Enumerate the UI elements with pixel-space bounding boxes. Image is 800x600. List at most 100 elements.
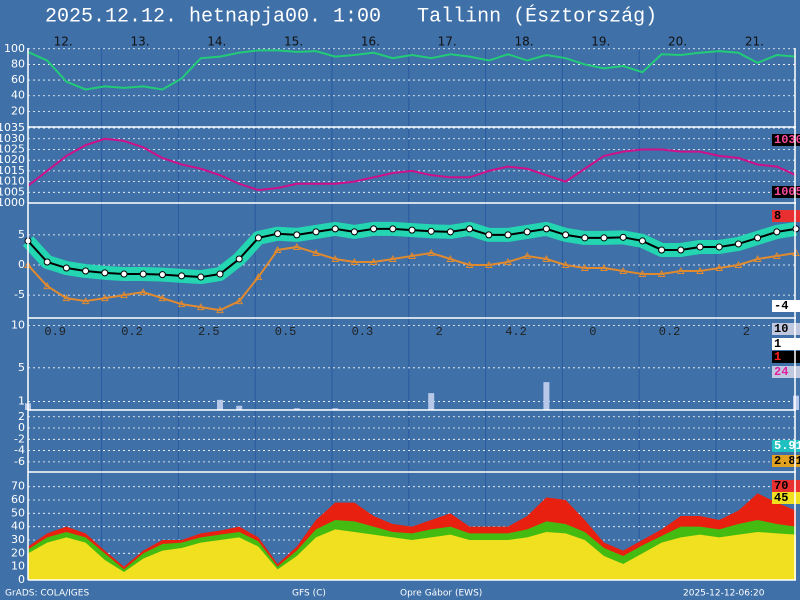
point [43,258,51,266]
point [62,294,71,302]
bar [793,395,799,410]
point [370,225,378,233]
point [542,254,551,262]
point [715,263,724,272]
day-label: 20. [668,35,687,49]
annotation: 8 [774,209,781,223]
day-total: 2 [743,325,750,339]
point [62,264,70,272]
day-label: 13. [130,35,149,49]
annotation-bg [772,480,800,492]
day-total: 0 [589,325,596,339]
point [389,225,397,233]
footer-text: Opre Gábor (EWS) [400,589,482,599]
point [177,300,186,308]
y-tick-label: 1005 [0,185,25,198]
point [657,270,666,278]
point [331,254,340,262]
point [676,266,685,275]
point [427,227,435,235]
bar [332,408,339,410]
annotation-bg [772,134,800,146]
y-tick-label: 70 [11,480,25,493]
chart-title: 2025.12.12. hetnapja00. 1:00 Tallinn (És… [45,4,657,28]
y-tick-label: 2 [18,410,25,423]
point [542,225,550,233]
y-tick-label: -6 [14,455,25,468]
y-tick-label: 30 [11,533,25,546]
y-tick-label: 60 [11,73,25,86]
point [312,248,320,256]
point [369,257,378,266]
point [120,291,128,299]
day-total: 0.2 [659,325,681,339]
footer-text: 2025-12-12-06:20 [683,589,765,599]
point [81,297,90,305]
day-total: 2 [436,325,443,339]
y-tick-label: 0 [18,573,25,586]
annotation: 70 [774,479,788,493]
bar [236,405,243,410]
point [773,228,781,236]
point [465,260,474,269]
point [350,228,358,236]
annotation: 1005 [774,185,800,199]
series-line [27,137,797,192]
day-label: 21. [745,35,764,49]
point [254,273,263,281]
point [504,257,512,266]
point [158,294,167,302]
annotation: 1030 [774,133,800,147]
point [523,251,532,259]
point [235,297,244,305]
y-tick-label: 10 [11,560,25,573]
annotation-bg [772,351,800,363]
annotation-bg [772,323,800,335]
point [139,270,147,278]
day-label: 17. [438,35,457,49]
day-label: 16. [361,35,380,49]
y-tick-label: 1030 [0,132,25,145]
point [562,231,570,239]
point [658,246,666,254]
point [388,254,397,262]
day-total: 0.3 [352,325,374,339]
point [466,225,474,233]
point [82,267,90,275]
point [101,269,109,277]
point [523,228,531,236]
point [754,234,762,242]
point [446,254,455,262]
point [792,225,800,233]
area [28,529,796,580]
y-tick-label: 1020 [0,153,25,166]
point [350,257,359,266]
annotation-bg [772,300,800,312]
annotation: 1 [774,337,781,351]
point [638,270,647,278]
annotation-bg [772,440,800,452]
point [120,270,128,278]
y-tick-label: -2 [14,432,25,445]
day-total: 0.5 [275,325,297,339]
point [196,303,205,311]
point [734,260,743,269]
y-tick-label: 50 [11,506,25,519]
y-tick-label: 60 [11,493,25,506]
footer-text: GFS (C) [292,589,326,599]
point [100,294,109,302]
point [254,234,262,242]
point [331,225,339,233]
point [43,282,52,290]
day-label: 12. [54,35,73,49]
point [772,251,781,259]
point [408,226,416,234]
point [216,306,224,314]
point [312,228,320,236]
day-total: 4.2 [505,325,527,339]
bar [217,399,223,410]
y-tick-label: 1025 [0,142,25,155]
y-tick-label: 20 [11,104,25,117]
footer-text: GrADS: COLA/IGES [5,589,89,599]
